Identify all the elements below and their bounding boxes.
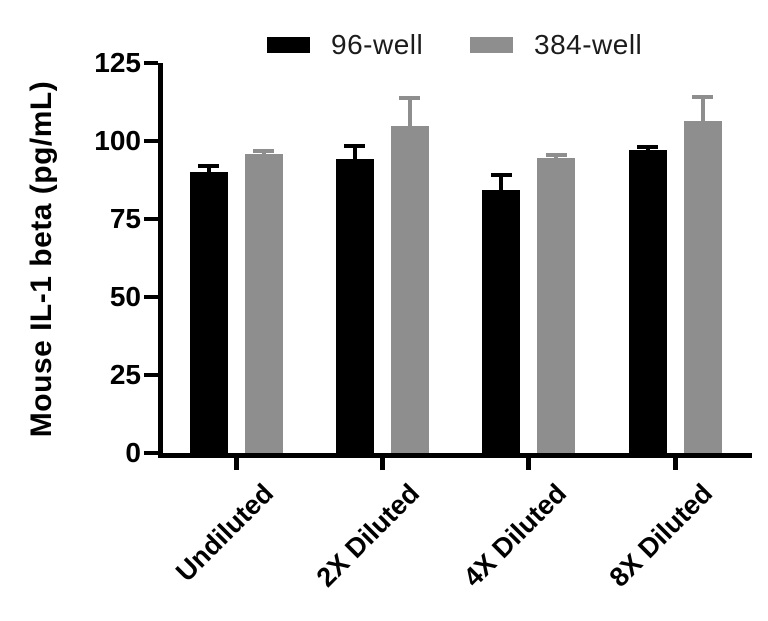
legend-label-384-well: 384-well bbox=[534, 29, 643, 60]
error-bar-cap bbox=[490, 172, 512, 177]
error-bar-cap bbox=[637, 144, 658, 149]
legend-item-384-well: 384-well bbox=[470, 28, 642, 62]
y-axis-line bbox=[158, 63, 163, 458]
bar-384-well-2 bbox=[390, 126, 429, 453]
x-tick-mark bbox=[379, 458, 385, 470]
error-bar-cap bbox=[344, 144, 366, 149]
error-bar-cap bbox=[545, 152, 567, 157]
plot-area bbox=[144, 61, 752, 470]
error-bar-cap bbox=[198, 164, 219, 169]
legend-item-96-well: 96-well bbox=[267, 28, 423, 62]
bar-384-well-4 bbox=[683, 120, 722, 453]
y-tick-mark bbox=[144, 139, 158, 143]
y-tick-label: 75 bbox=[109, 203, 141, 234]
y-tick-label: 125 bbox=[94, 47, 141, 78]
y-tick-label: 50 bbox=[109, 281, 141, 312]
error-bar-stem bbox=[700, 99, 705, 125]
y-tick-label: 100 bbox=[94, 125, 141, 156]
y-axis-title: Mouse IL-1 beta (pg/mL) bbox=[25, 80, 58, 438]
y-tick-label: 0 bbox=[125, 437, 141, 468]
error-bar-stem bbox=[645, 148, 650, 155]
error-bar-stem bbox=[352, 148, 357, 163]
legend-swatch-96-well bbox=[267, 37, 310, 53]
error-bar-stem bbox=[261, 153, 266, 159]
error-bar-cap bbox=[253, 149, 274, 154]
error-bar-stem bbox=[554, 156, 559, 163]
y-tick-label: 25 bbox=[109, 359, 141, 390]
error-bar-stem bbox=[499, 176, 504, 194]
bar-96-well-1 bbox=[189, 172, 228, 453]
error-bar-cap bbox=[692, 95, 713, 100]
x-tick-mark bbox=[233, 458, 239, 470]
bar-96-well-4 bbox=[628, 150, 667, 453]
error-bar-cap bbox=[399, 95, 421, 100]
error-bar-stem bbox=[407, 99, 412, 130]
bar-96-well-2 bbox=[335, 158, 374, 453]
bar-384-well-1 bbox=[244, 154, 283, 453]
y-tick-mark bbox=[144, 61, 158, 65]
y-tick-mark bbox=[144, 373, 158, 377]
y-tick-mark bbox=[144, 217, 158, 221]
x-axis-line bbox=[158, 453, 752, 458]
y-tick-mark bbox=[144, 451, 158, 455]
legend-swatch-384-well bbox=[470, 37, 513, 53]
bar-96-well-3 bbox=[482, 189, 521, 453]
bar-384-well-3 bbox=[537, 158, 576, 453]
x-tick-mark bbox=[672, 458, 678, 470]
x-tick-mark bbox=[526, 458, 532, 470]
legend-label-96-well: 96-well bbox=[331, 29, 424, 60]
x-axis-label: Undiluted bbox=[169, 478, 280, 588]
y-tick-mark bbox=[144, 295, 158, 299]
error-bar-stem bbox=[206, 168, 211, 177]
